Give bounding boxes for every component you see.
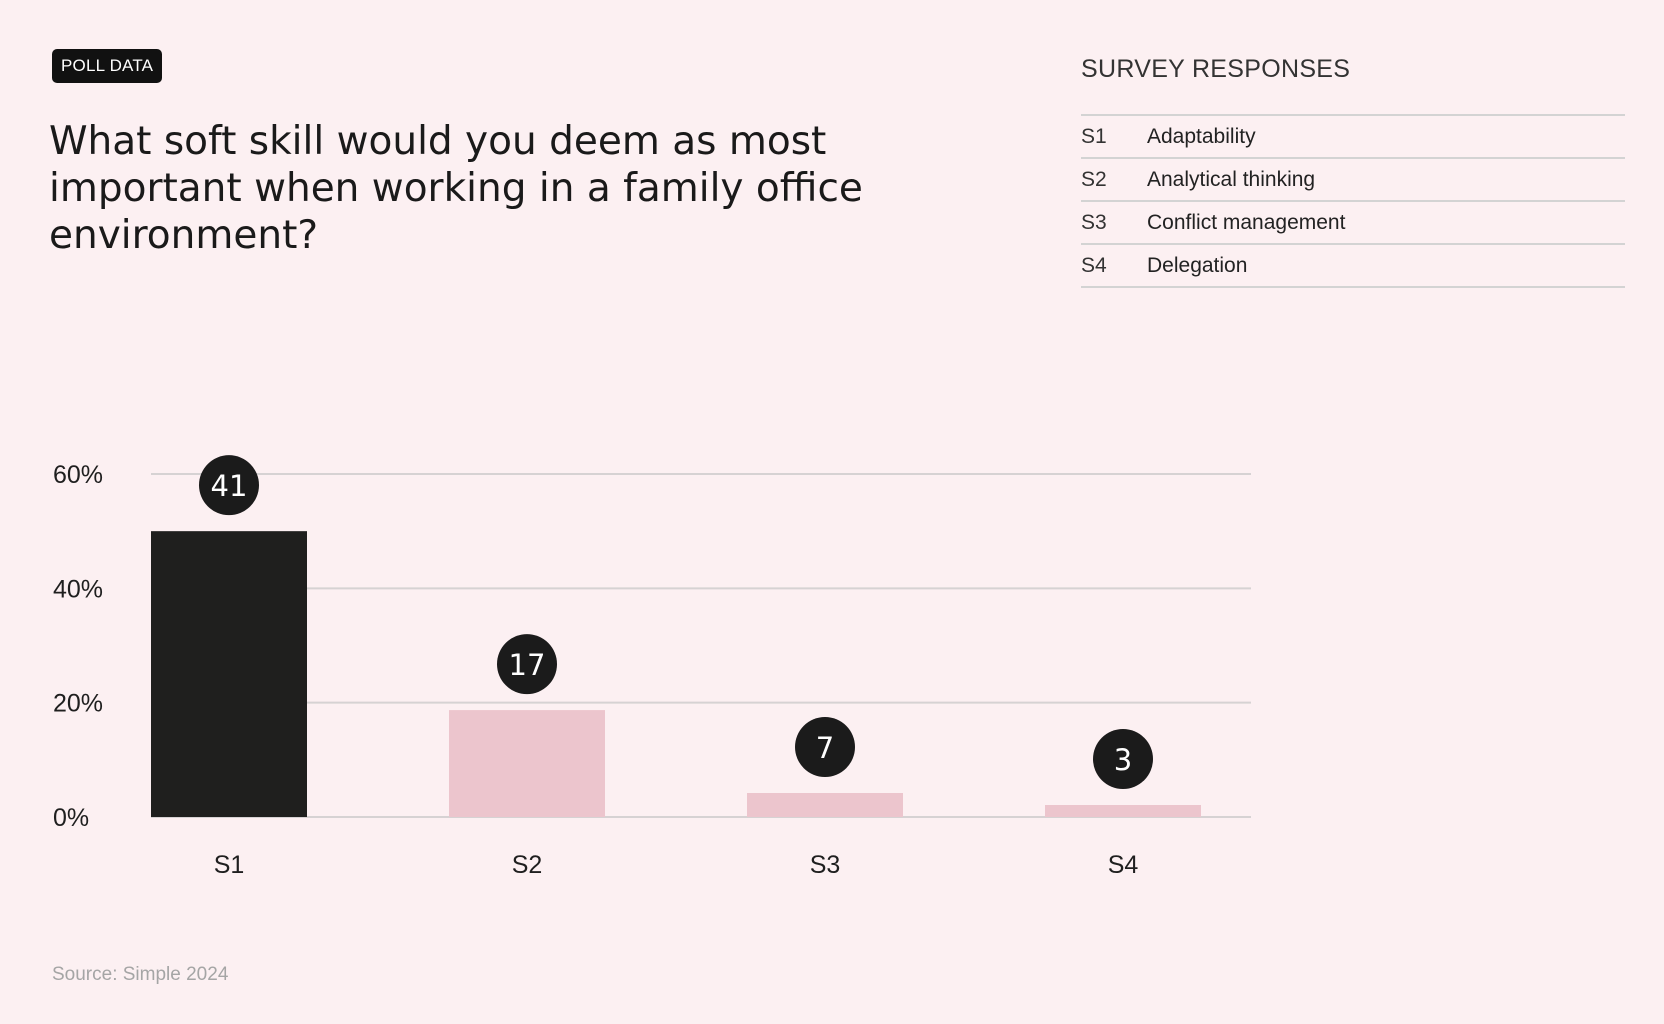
legend-label: Adaptability [1147, 124, 1256, 148]
data-label: 7 [816, 731, 834, 765]
legend-label: Delegation [1147, 253, 1248, 277]
data-label-bubble [199, 455, 259, 516]
data-label-bubble [795, 716, 855, 777]
legend-heading: SURVEY RESPONSES [1081, 55, 1351, 83]
y-tick-label: 0% [53, 804, 89, 832]
data-label-bubble [497, 634, 557, 695]
source-note: Source: Simple 2024 [52, 964, 229, 985]
data-label-bubble [1093, 728, 1153, 789]
legend-item: S3 Conflict management [1081, 202, 1625, 245]
y-tick-label: 40% [53, 575, 103, 603]
legend-code: S2 [1081, 167, 1107, 191]
chart-question-title: What soft skill would you deem as most i… [49, 119, 863, 258]
x-tick-label: S3 [810, 851, 841, 879]
legend-list: S1 Adaptability S2 Analytical thinking S… [1081, 114, 1625, 288]
x-tick-label: S4 [1108, 851, 1139, 879]
bar [747, 792, 903, 817]
legend-label: Analytical thinking [1147, 167, 1316, 191]
legend-code: S4 [1081, 253, 1107, 277]
bar [151, 531, 307, 817]
y-tick-label: 60% [53, 461, 103, 489]
bar [449, 710, 605, 817]
legend-code: S1 [1081, 124, 1107, 148]
bar [1045, 804, 1201, 817]
poll-data-badge: POLL DATA [52, 49, 163, 83]
y-tick-label: 20% [53, 690, 103, 718]
data-label: 41 [211, 469, 248, 503]
legend-item: S1 Adaptability [1081, 116, 1625, 159]
x-tick-label: S1 [214, 851, 245, 879]
data-label: 17 [509, 648, 546, 682]
legend-code: S3 [1081, 210, 1107, 234]
legend-item: S4 Delegation [1081, 245, 1625, 288]
x-tick-label: S2 [512, 851, 543, 879]
legend-label: Conflict management [1147, 210, 1346, 234]
data-label: 3 [1114, 743, 1132, 777]
legend-item: S2 Analytical thinking [1081, 159, 1625, 202]
